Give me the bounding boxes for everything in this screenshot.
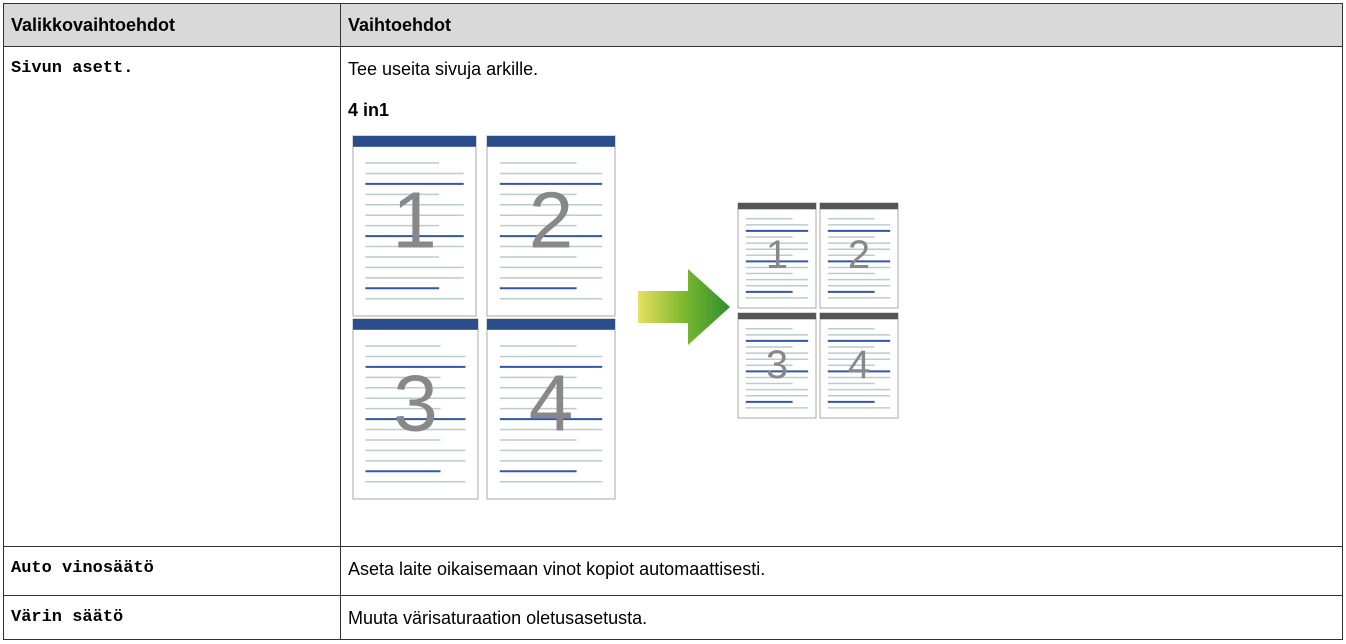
page-number: 2 (529, 176, 574, 265)
page-number: 3 (393, 359, 438, 448)
page-header (487, 136, 615, 147)
page-header (353, 136, 476, 147)
page-header (738, 203, 816, 210)
options-table: Valikkovaihtoehdot Vaihtoehdot Sivun ase… (3, 3, 1343, 640)
page-header (820, 203, 898, 210)
figure: 1 2 3 4 1 2 3 4 (352, 135, 899, 500)
page-number: 1 (392, 176, 437, 265)
page-header (820, 313, 898, 320)
header-row: Valikkovaihtoehdot Vaihtoehdot (3, 3, 1343, 47)
description: Tee useita sivuja arkille. (348, 59, 539, 79)
row: Värin säätö Muuta värisaturaation oletus… (3, 595, 1343, 640)
page-number: 2 (848, 233, 870, 277)
menu-cell: Värin säätö (3, 595, 341, 640)
page-number: 3 (766, 343, 788, 387)
header-cell: Valikkovaihtoehdot (3, 3, 341, 47)
page-number: 1 (766, 233, 788, 277)
header-cell: Vaihtoehdot (340, 3, 1343, 47)
page-header (353, 319, 478, 330)
page-number: 4 (529, 359, 574, 448)
page-header (738, 313, 816, 320)
result-page: 1 2 3 4 (737, 202, 899, 419)
row: Auto vinosäätö Aseta laite oikaisemaan v… (3, 546, 1343, 596)
source-pages: 1 2 3 4 (352, 135, 616, 500)
description-cell: Aseta laite oikaisemaan vinot kopiot aut… (340, 546, 1343, 596)
description-cell: Muuta värisaturaation oletusasetusta. (340, 595, 1343, 640)
arrow (638, 269, 730, 345)
page-number: 4 (848, 343, 870, 387)
menu-cell: Auto vinosäätö (3, 546, 341, 596)
row: Sivun asett. Tee useita sivuja arkille. … (3, 46, 1343, 547)
page-header (487, 319, 615, 330)
description-cell: Tee useita sivuja arkille. 4 in1 1 2 3 4 1 2… (340, 46, 1343, 547)
menu-cell: Sivun asett. (3, 46, 341, 547)
subheading: 4 in1 (348, 100, 390, 120)
